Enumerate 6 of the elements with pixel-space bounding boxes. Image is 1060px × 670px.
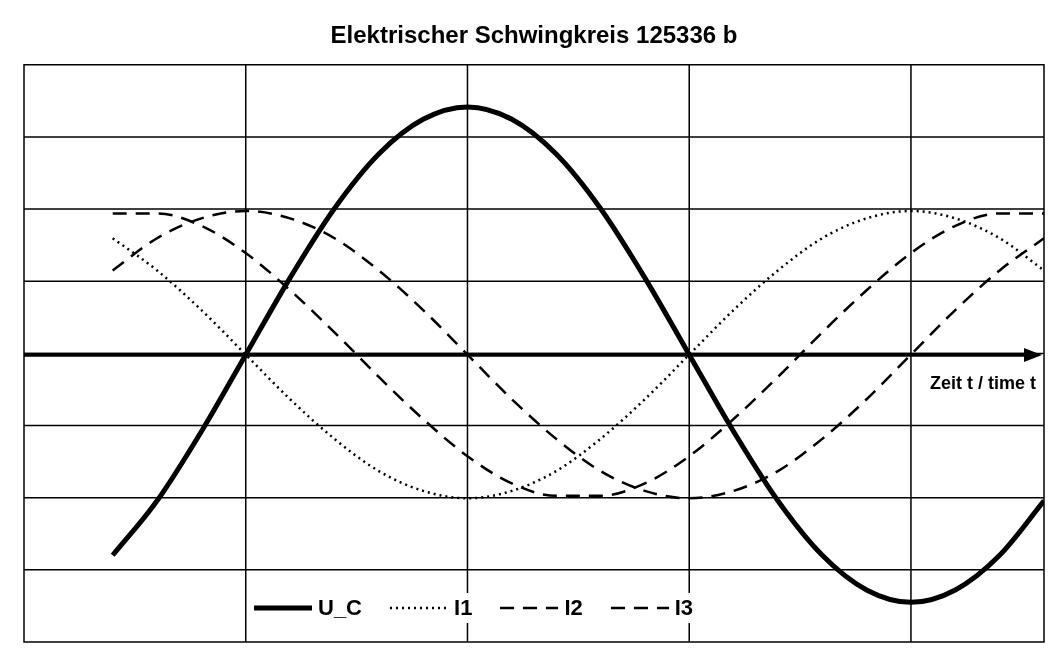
- x-axis-title: Zeit t / time t: [929, 372, 1036, 393]
- legend-label: I2: [564, 595, 583, 621]
- chart-title: Elektrischer Schwingkreis 125336 b: [330, 21, 738, 49]
- legend-label: I3: [674, 595, 694, 621]
- legend-label: I1: [454, 595, 473, 621]
- legend-label: U_C: [318, 595, 363, 621]
